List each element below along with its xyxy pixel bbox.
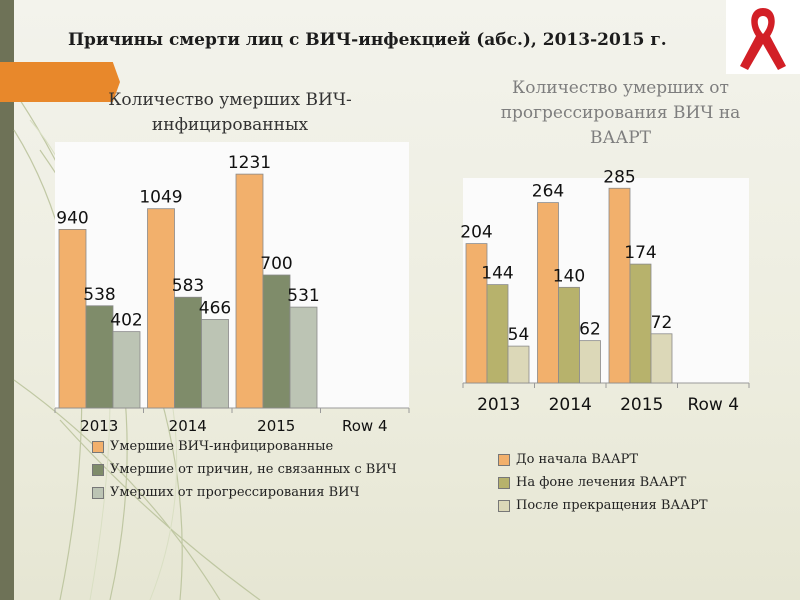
chart2-title: Количество умерших от прогрессирования В…	[500, 78, 741, 148]
data-label-1-1-1: 140	[553, 266, 585, 286]
data-label-0-0-2: 1231	[228, 153, 271, 173]
legend-item-0-1: Умершие от причин, не связанных с ВИЧ	[92, 458, 397, 481]
bar-0-0-2	[235, 173, 264, 409]
x-tick-label-0-3: Row 4	[342, 417, 388, 435]
data-label-0-2-1: 466	[199, 298, 231, 318]
legend-label-1-2: После прекращения ВААРТ	[516, 498, 708, 513]
data-label-1-1-0: 144	[481, 264, 513, 284]
page-title: Причины смерти лиц с ВИЧ-инфекцией (абс.…	[68, 30, 667, 50]
legend-item-1-0: До начала ВААРТ	[498, 448, 708, 471]
legend-label-1-1: На фоне лечения ВААРТ	[516, 475, 687, 490]
bar-0-1-0	[85, 305, 114, 409]
legend-swatch-1-1	[498, 476, 510, 489]
legend-label-1-0: До начала ВААРТ	[516, 452, 639, 467]
x-tick-label-1-0: 2013	[477, 395, 520, 415]
bar-0-2-2	[289, 306, 318, 409]
x-tick-label-1-2: 2015	[620, 395, 663, 415]
data-label-1-0-1: 264	[532, 182, 564, 202]
data-label-0-0-1: 1049	[139, 188, 182, 208]
bar-1-0-2	[608, 187, 631, 384]
legend-item-0-0: Умершие ВИЧ-инфицированные	[92, 435, 397, 458]
data-label-0-1-2: 700	[260, 254, 292, 274]
chart2: 2013 2014 2015 Row 4 204 264 285 144 140 174 54 62 7…	[460, 170, 750, 415]
chart1-title: Количество умерших ВИЧ-инфицированных	[108, 90, 352, 135]
data-label-0-2-2: 531	[287, 286, 319, 306]
data-label-1-2-2: 72	[651, 313, 673, 333]
legend-swatch-0-0	[92, 440, 104, 453]
chart1-legend: Умершие ВИЧ-инфицированные Умершие от при…	[92, 435, 397, 504]
x-tick-label-0-1: 2014	[169, 417, 207, 435]
bar-0-1-2	[262, 274, 291, 409]
data-label-1-0-2: 285	[603, 170, 635, 187]
legend-label-0-0: Умершие ВИЧ-инфицированные	[110, 439, 334, 454]
x-tick-label-1-3: Row 4	[687, 395, 739, 415]
bar-0-0-0	[58, 229, 87, 409]
data-label-1-1-2: 174	[624, 243, 656, 263]
legend-item-0-2: Умерших от прогрессирования ВИЧ	[92, 481, 397, 504]
legend-swatch-1-0	[498, 453, 510, 466]
x-tick-label-0-0: 2013	[80, 417, 118, 435]
legend-label-0-1: Умершие от причин, не связанных с ВИЧ	[110, 462, 397, 477]
left-accent-bar	[0, 0, 14, 600]
bar-1-2-2	[650, 333, 673, 384]
bar-1-2-0	[507, 345, 530, 384]
data-label-0-2-0: 402	[110, 311, 142, 331]
bar-1-1-2	[629, 263, 652, 384]
chart1: 2013 2014 2015 Row 4 940 1049 1231 538 583 700 402…	[54, 142, 410, 435]
data-label-1-2-1: 62	[579, 320, 601, 340]
bar-0-2-0	[112, 331, 141, 409]
bar-1-1-1	[558, 286, 580, 384]
data-label-1-0-0: 204	[460, 223, 492, 243]
x-tick-label-0-2: 2015	[257, 417, 295, 435]
aids-ribbon-logo	[726, 0, 800, 74]
data-label-0-1-1: 583	[172, 276, 204, 296]
legend-swatch-0-1	[92, 463, 104, 476]
bar-0-2-1	[201, 319, 229, 409]
x-tick-label-1-1: 2014	[549, 395, 592, 415]
orange-tab	[0, 62, 120, 102]
data-label-0-1-0: 538	[83, 285, 115, 305]
legend-label-0-2: Умерших от прогрессирования ВИЧ	[110, 485, 360, 500]
legend-swatch-1-2	[498, 499, 510, 512]
legend-item-1-2: После прекращения ВААРТ	[498, 494, 708, 517]
bar-1-1-0	[486, 284, 509, 384]
bar-1-2-1	[579, 340, 601, 384]
chart2-legend: До начала ВААРТ На фоне лечения ВААРТ Посл…	[498, 448, 708, 517]
legend-item-1-1: На фоне лечения ВААРТ	[498, 471, 708, 494]
data-label-0-0-0: 940	[56, 208, 88, 228]
bar-0-1-1	[174, 296, 202, 409]
bar-1-0-1	[537, 202, 559, 384]
data-label-1-2-0: 54	[508, 325, 530, 345]
bar-0-0-1	[147, 208, 175, 409]
legend-swatch-0-2	[92, 486, 104, 499]
